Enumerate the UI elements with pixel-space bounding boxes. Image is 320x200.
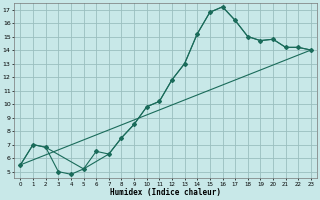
X-axis label: Humidex (Indice chaleur): Humidex (Indice chaleur) xyxy=(110,188,221,197)
